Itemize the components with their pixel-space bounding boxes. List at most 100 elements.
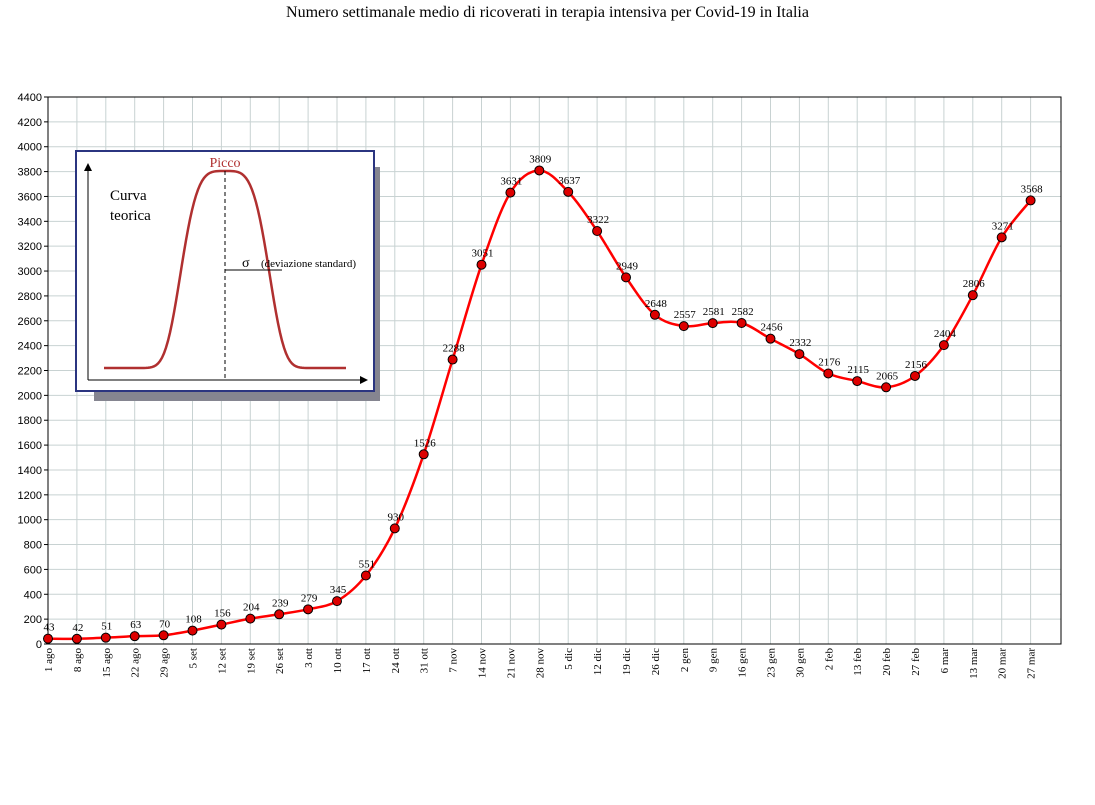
data-point (389, 523, 400, 534)
data-point (129, 631, 140, 642)
inset-sigma-label: (deviazione standard) (261, 258, 356, 270)
y-tick-label: 2200 (18, 366, 42, 378)
x-tick-label: 15 ago (101, 648, 113, 678)
y-tick-label: 2600 (18, 316, 42, 328)
data-label: 51 (101, 621, 112, 633)
data-point (967, 290, 978, 301)
data-label: 2648 (645, 298, 668, 310)
data-point (418, 449, 429, 460)
x-tick-label: 17 ott (361, 648, 373, 673)
x-tick-label: 20 feb (881, 648, 893, 676)
x-tick-label: 5 dic (563, 648, 575, 670)
data-point (187, 625, 198, 636)
data-point (881, 382, 892, 393)
data-point (100, 632, 111, 643)
x-tick-label: 26 set (274, 648, 286, 674)
data-point (43, 633, 53, 644)
y-tick-label: 2000 (18, 390, 42, 402)
data-point (476, 259, 487, 270)
y-tick-label: 600 (24, 564, 42, 576)
data-point (910, 370, 920, 381)
x-tick-label: 21 nov (505, 648, 517, 679)
data-point (71, 633, 82, 644)
x-tick-label: 10 ott (332, 648, 344, 673)
data-label: 2949 (616, 260, 639, 272)
y-tick-label: 3600 (18, 191, 42, 203)
data-label: 2581 (703, 306, 725, 318)
y-tick-label: 3000 (18, 266, 42, 278)
data-label: 3631 (500, 176, 522, 188)
x-tick-label: 22 ago (130, 648, 142, 678)
x-tick-label: 27 feb (910, 648, 922, 676)
data-label: 279 (301, 592, 318, 604)
x-tick-label: 1 ago (43, 648, 55, 673)
x-tick-label: 31 ott (419, 648, 431, 673)
data-label: 345 (330, 584, 347, 596)
data-label: 239 (272, 597, 289, 609)
data-points (43, 165, 1036, 644)
y-tick-label: 3800 (18, 167, 42, 179)
data-label: 2557 (674, 309, 697, 321)
data-point (216, 619, 227, 630)
x-tick-label: 8 ago (72, 648, 84, 673)
data-point (592, 226, 603, 237)
data-label: 1526 (414, 437, 437, 449)
data-label: 43 (44, 622, 56, 634)
data-label: 2176 (818, 356, 841, 368)
data-point (707, 318, 718, 329)
y-tick-label: 1600 (18, 440, 42, 452)
data-label: 551 (359, 559, 376, 571)
x-tick-label: 12 dic (592, 648, 604, 675)
x-tick-label: 27 mar (1026, 648, 1038, 679)
y-tick-label: 3200 (18, 241, 42, 253)
data-point (563, 186, 574, 197)
x-tick-label: 5 set (188, 648, 200, 668)
inset-sigma-symbol: σ (242, 256, 250, 271)
y-tick-label: 2400 (18, 341, 42, 353)
x-tick-label: 7 nov (448, 648, 460, 673)
data-label: 156 (214, 608, 231, 620)
data-label: 930 (388, 511, 405, 523)
y-tick-label: 0 (36, 639, 42, 651)
y-tick-label: 4400 (18, 92, 42, 104)
y-tick-labels: 0 200 400 600 800 1000 1200 1400 1600 1800 2000 220… (18, 92, 48, 651)
data-label: 3637 (558, 175, 581, 187)
x-tick-label: 16 gen (737, 648, 749, 678)
data-point (621, 272, 631, 283)
data-point (332, 596, 342, 607)
data-label: 63 (130, 619, 142, 631)
data-point (447, 354, 458, 365)
inset-peak-label: Picco (209, 156, 240, 171)
x-tick-label: 6 mar (939, 648, 951, 674)
data-label: 2156 (905, 359, 928, 371)
data-label: 3809 (529, 153, 552, 165)
x-tick-label: 24 ott (390, 648, 402, 673)
x-tick-label: 12 set (216, 648, 228, 674)
data-point (505, 187, 516, 198)
x-tick-label: 19 set (245, 648, 257, 674)
data-label: 108 (185, 614, 202, 626)
inset-theoretical-curve: Picco Curva teorica σ (deviazione standard) (75, 150, 380, 401)
y-tick-label: 200 (24, 614, 42, 626)
x-tick-label: 2 feb (823, 648, 835, 671)
data-label: 2456 (761, 322, 784, 334)
data-point (245, 613, 256, 624)
y-tick-label: 4000 (18, 142, 42, 154)
y-tick-label: 400 (24, 589, 42, 601)
x-tick-label: 9 gen (708, 648, 720, 673)
data-label: 42 (72, 622, 83, 634)
inset-curve-label: teorica (110, 208, 151, 224)
data-label: 2404 (934, 328, 957, 340)
data-point (649, 309, 660, 320)
data-point (996, 232, 1007, 243)
data-point (303, 604, 314, 615)
inset-x-arrow-icon (360, 376, 368, 384)
x-tick-label: 26 dic (650, 648, 662, 675)
x-tick-label: 19 dic (621, 648, 633, 675)
x-tick-label: 14 nov (477, 648, 489, 679)
inset-curve-label: Curva (110, 188, 147, 204)
data-labels: 43 42 51 63 70 108 156 204 239 279 345 551 930 1526 22… (44, 153, 1044, 633)
data-point (360, 570, 371, 581)
data-label: 3322 (587, 214, 609, 226)
